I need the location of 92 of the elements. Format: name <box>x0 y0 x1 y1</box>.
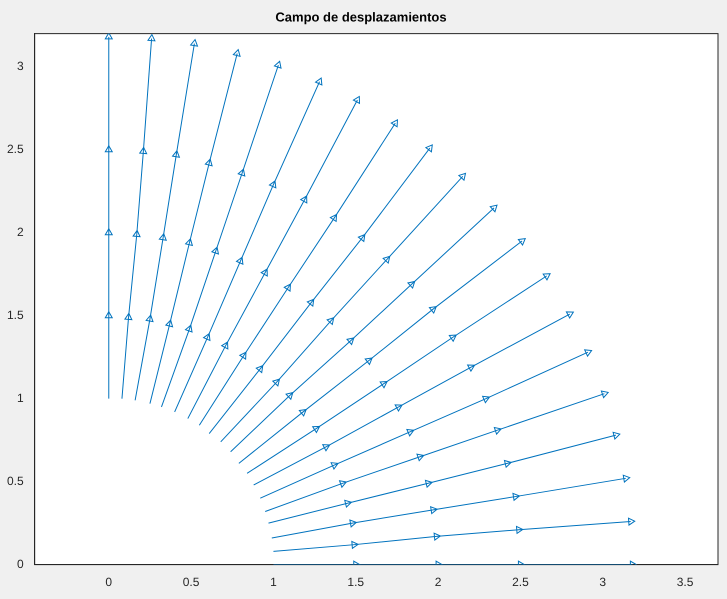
point <box>364 358 373 365</box>
point <box>425 144 433 152</box>
point <box>190 39 198 47</box>
point <box>322 444 330 452</box>
point <box>349 520 357 528</box>
point <box>394 404 403 412</box>
point <box>260 268 268 276</box>
point <box>312 426 320 434</box>
y-tick-label: 0.5 <box>6 474 24 488</box>
point <box>256 365 264 374</box>
x-tick-label: 1 <box>270 575 278 590</box>
point <box>124 312 132 320</box>
x-tick-label: 1.5 <box>347 575 364 590</box>
point <box>132 230 141 238</box>
point <box>284 284 291 292</box>
point <box>566 311 574 319</box>
point <box>232 49 241 57</box>
point <box>358 234 366 242</box>
point <box>146 314 154 322</box>
point <box>339 480 347 488</box>
point <box>390 119 398 128</box>
point <box>238 168 246 176</box>
point <box>584 349 592 357</box>
point <box>600 390 609 398</box>
point <box>430 506 438 514</box>
y-tick-label: 1.5 <box>6 308 24 322</box>
point <box>158 233 167 241</box>
point <box>185 324 193 333</box>
point <box>407 280 416 289</box>
point <box>351 540 359 549</box>
point <box>406 428 414 436</box>
x-tick-label: 0.5 <box>182 575 200 590</box>
point <box>542 273 551 280</box>
point <box>315 78 322 86</box>
point <box>236 256 244 265</box>
point <box>330 462 339 470</box>
y-tick-label: 1 <box>16 390 24 405</box>
point <box>104 145 113 152</box>
x-tick-label: 3 <box>599 575 606 590</box>
point <box>306 298 314 307</box>
point <box>344 500 352 508</box>
point <box>298 408 307 416</box>
point <box>482 396 490 404</box>
point <box>211 246 219 254</box>
point <box>104 228 113 236</box>
y-tick-label: 0 <box>16 556 24 571</box>
y-tick-label: 2 <box>16 225 24 240</box>
point <box>185 238 193 246</box>
chart-title: Campo de desplazamientos <box>275 9 447 24</box>
point <box>272 378 280 386</box>
point <box>494 427 502 435</box>
point <box>622 474 630 483</box>
point <box>286 392 294 400</box>
point <box>448 334 457 342</box>
point <box>104 311 113 318</box>
point <box>428 306 437 314</box>
point <box>490 204 498 212</box>
point <box>352 96 360 104</box>
point <box>330 214 338 222</box>
point <box>104 34 113 40</box>
point <box>239 352 246 360</box>
x-tick-label: 2 <box>434 575 442 590</box>
point <box>518 238 526 246</box>
point <box>268 180 276 188</box>
point <box>346 337 354 345</box>
point <box>612 432 620 440</box>
point <box>204 158 213 166</box>
point <box>172 150 180 158</box>
x-tick-label: 0 <box>105 575 112 590</box>
point <box>300 196 308 204</box>
point <box>380 381 388 388</box>
y-tick-label: 3 <box>16 59 24 74</box>
point <box>326 317 334 325</box>
point <box>458 172 466 181</box>
x-tick-label: 3.5 <box>676 575 694 590</box>
point <box>467 364 476 372</box>
point <box>416 454 424 462</box>
point <box>221 342 228 350</box>
point <box>165 320 174 328</box>
point <box>147 34 156 42</box>
point <box>203 333 210 341</box>
point <box>382 256 390 264</box>
x-tick-label: 2.5 <box>512 575 530 590</box>
point <box>424 480 433 488</box>
point <box>434 532 441 541</box>
point <box>139 146 148 154</box>
point <box>628 518 636 526</box>
y-tick-label: 2.5 <box>6 142 24 156</box>
point <box>516 526 524 534</box>
point <box>274 60 282 69</box>
point <box>504 460 512 468</box>
point <box>512 492 520 501</box>
